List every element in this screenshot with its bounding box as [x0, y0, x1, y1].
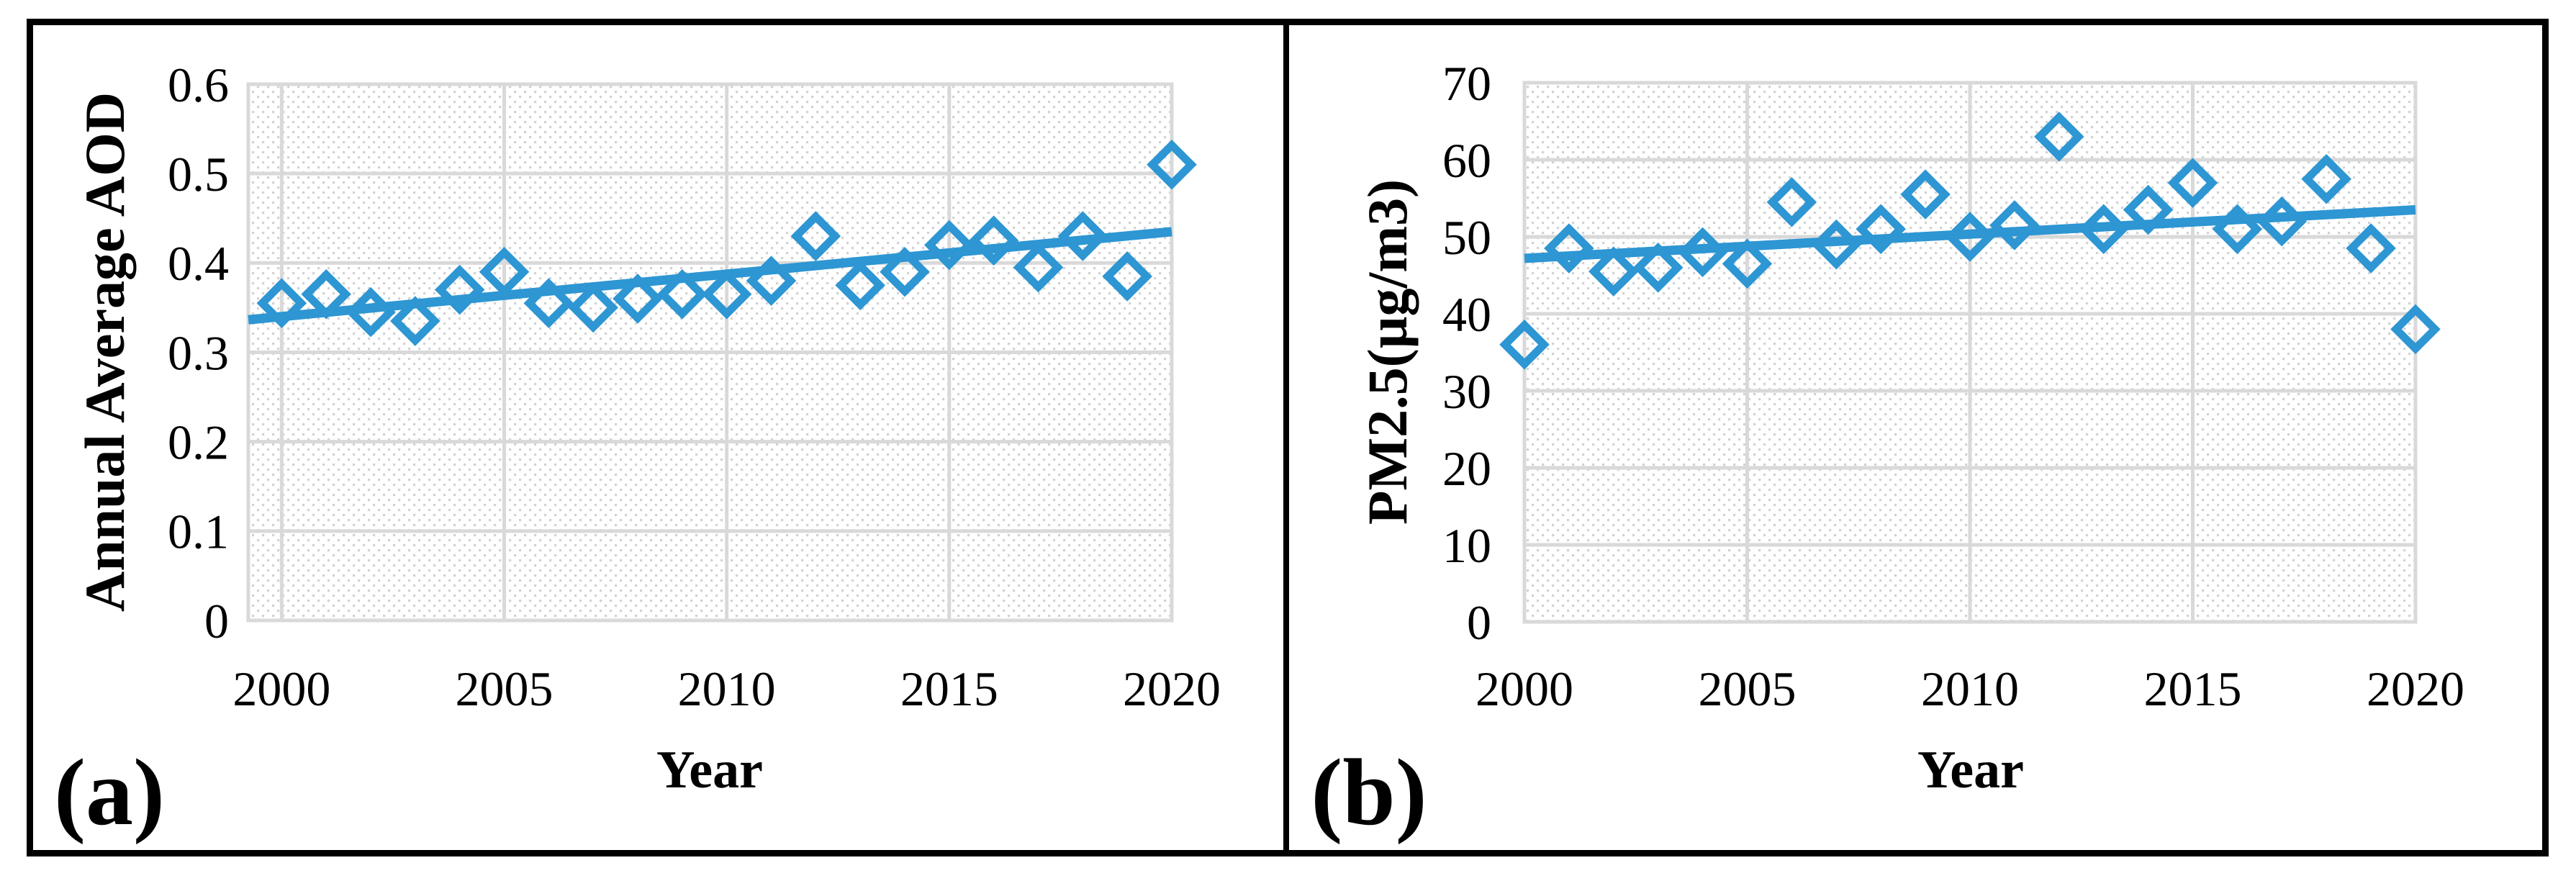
pm25-x-axis-title: Year: [1917, 741, 2024, 800]
pm25-x-tick-label: 2020: [2367, 661, 2464, 716]
aod-data-point: [479, 246, 530, 297]
aod-y-tick-label: 0.2: [168, 415, 229, 469]
pm25-data-point: [1632, 243, 1684, 293]
aod-data-point: [256, 278, 307, 328]
pm25-y-tick-label: 10: [1442, 518, 1491, 573]
aod-x-axis-title: Year: [656, 741, 763, 800]
pm25-y-tick-label: 0: [1467, 595, 1491, 650]
aod-x-tick-label: 2010: [678, 661, 776, 716]
aod-data-point: [746, 256, 797, 306]
aod-x-tick-label: 2015: [900, 661, 998, 716]
pm25-y-axis-title: PM2.5(µg/m3): [1356, 178, 1419, 525]
pm25-y-tick-label: 60: [1442, 133, 1491, 188]
pm25-data-point: [2034, 112, 2084, 162]
panel-label-b: (b): [1311, 739, 1427, 845]
aod-y-tick-label: 0.3: [168, 325, 229, 380]
pm25-data-point: [1677, 227, 1728, 278]
pm25-data-point: [2390, 304, 2441, 355]
aod-y-tick-label: 0: [204, 594, 229, 648]
pm25-data-point: [2078, 204, 2129, 255]
aod-x-tick-label: 2020: [1123, 661, 1221, 716]
pm25-y-tick-label: 70: [1442, 56, 1491, 111]
aod-data-point: [1102, 251, 1152, 302]
pm25-y-tick-label: 50: [1442, 210, 1491, 265]
pm25-data-point: [2346, 223, 2396, 274]
aod-data-point: [613, 274, 663, 324]
aod-data-point: [1057, 211, 1108, 261]
aod-y-axis-title: Annual Average AOD: [73, 91, 136, 612]
aod-trendline: [248, 227, 1172, 325]
pm25-data-point: [1544, 223, 1594, 274]
pm25-data-point: [1811, 219, 1862, 270]
aod-data-point: [434, 264, 485, 315]
aod-y-tick-label: 0.6: [168, 58, 229, 112]
aod-data-point: [523, 278, 574, 328]
pm25-data-point: [2123, 184, 2174, 235]
aod-x-tick-label: 2000: [232, 661, 330, 716]
aod-data-point: [1147, 139, 1197, 190]
aod-y-tick-label: 0.1: [168, 505, 229, 559]
pm25-data-point: [2212, 204, 2263, 255]
aod-data-point: [701, 269, 752, 320]
aod-data-point: [1013, 242, 1064, 293]
aod-y-tick-label: 0.5: [168, 147, 229, 202]
pm25-x-tick-label: 2015: [2144, 661, 2242, 716]
pm25-data-point: [1856, 204, 1906, 255]
aod-data-point: [657, 269, 708, 320]
pm25-data-point: [1499, 320, 1550, 370]
pm25-y-tick-label: 30: [1442, 364, 1491, 419]
pm25-y-tick-label: 20: [1442, 441, 1491, 496]
panel-label-a: (a): [54, 739, 165, 845]
pm25-data-point: [1766, 177, 1817, 227]
pm25-data-point: [2167, 158, 2218, 208]
aod-data-point: [835, 260, 885, 311]
aod-data-point: [968, 215, 1019, 266]
aod-data-point: [345, 286, 396, 338]
pm25-x-tick-label: 2005: [1699, 661, 1797, 716]
aod-data-point: [924, 220, 975, 271]
pm25-data-point: [1989, 200, 2040, 250]
aod-y-tick-label: 0.4: [168, 236, 229, 291]
aod-data-point: [568, 282, 618, 333]
aod-x-tick-label: 2005: [456, 661, 553, 716]
pm25-data-point: [1900, 169, 1951, 220]
pm25-data-point: [1722, 238, 1773, 289]
pm25-x-tick-label: 2000: [1475, 661, 1573, 716]
pm25-y-tick-label: 40: [1442, 287, 1491, 342]
aod-data-point: [790, 211, 841, 261]
pm25-data-point: [1945, 212, 1995, 262]
pm25-data-point: [1588, 246, 1639, 297]
pm25-x-tick-label: 2010: [1921, 661, 2019, 716]
aod-data-point: [390, 296, 440, 346]
panel-divider: [1283, 19, 1289, 856]
pm25-data-point: [2256, 196, 2308, 247]
aod-data-point: [301, 269, 351, 320]
aod-data-point: [880, 246, 930, 297]
pm25-data-point: [2301, 153, 2351, 204]
